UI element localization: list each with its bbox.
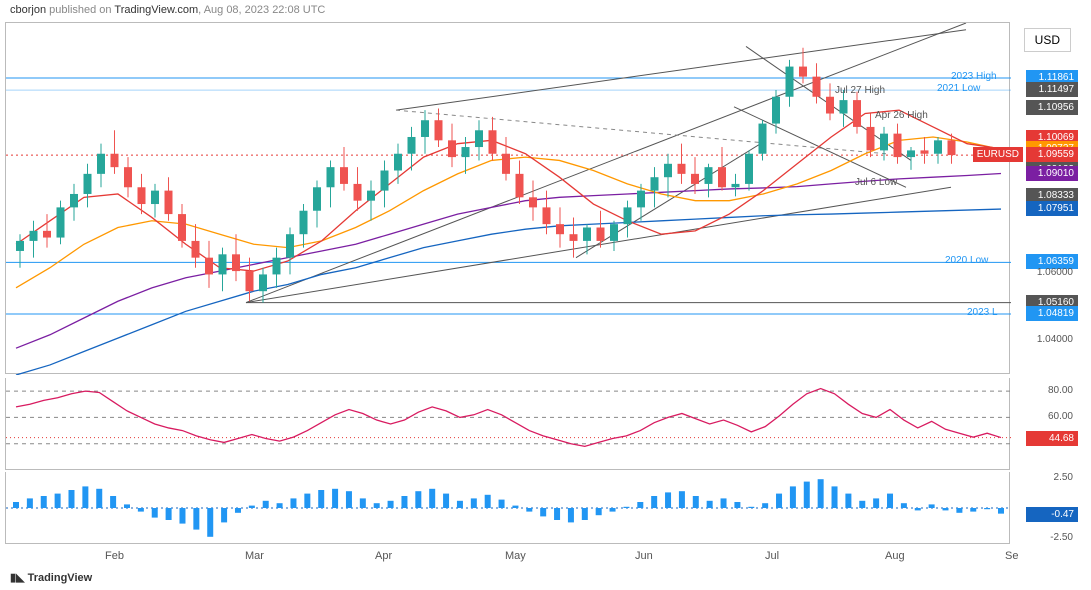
tradingview-logo: ▮◣ TradingView <box>10 571 92 584</box>
price-level-tag: 1.10956 <box>1026 100 1078 115</box>
rsi-grid-label: 60.00 <box>1048 411 1073 422</box>
chart-annotation: 2023 L <box>967 307 998 318</box>
macd-panel[interactable] <box>5 472 1010 544</box>
xaxis-label: Jul <box>765 550 779 562</box>
currency-button[interactable]: USD <box>1024 28 1071 52</box>
price-level-tag: 1.11497 <box>1026 82 1078 97</box>
chart-header: cborjon published on TradingView.com, Au… <box>10 4 325 16</box>
rsi-value-tag: 44.68 <box>1026 431 1078 446</box>
price-grid-label: 1.04000 <box>1037 334 1073 345</box>
symbol-label: EURUSD <box>973 147 1023 162</box>
rsi-grid-label: 80.00 <box>1048 385 1073 396</box>
macd-value-tag: -0.47 <box>1026 507 1078 522</box>
author: cborjon <box>10 4 46 16</box>
on-word: on <box>99 4 111 16</box>
price-level-tag: 1.04819 <box>1026 306 1078 321</box>
xaxis-label: Mar <box>245 550 264 562</box>
macd-grid-label: -2.50 <box>1050 532 1073 543</box>
published-word: published <box>49 4 96 16</box>
site-name: TradingView.com <box>114 4 198 16</box>
chart-annotation: 2020 Low <box>945 255 988 266</box>
price-grid-label: 1.06000 <box>1037 267 1073 278</box>
chart-annotation: 2023 High <box>951 71 997 82</box>
symbol-price-tag: 1.09559 <box>1026 147 1078 162</box>
xaxis-label: Feb <box>105 550 124 562</box>
xaxis-label: Apr <box>375 550 392 562</box>
chart-annotation: Apr 26 High <box>875 110 928 121</box>
price-level-tag: 1.09010 <box>1026 166 1078 181</box>
chart-annotation: 2021 Low <box>937 83 980 94</box>
xaxis-label: May <box>505 550 526 562</box>
logo-icon: ▮◣ <box>10 572 25 584</box>
chart-annotation: Jul 6 Low <box>855 177 897 188</box>
publish-datetime: Aug 08, 2023 22:08 UTC <box>204 4 326 16</box>
xaxis-label: Jun <box>635 550 653 562</box>
macd-grid-label: 2.50 <box>1054 472 1073 483</box>
xaxis-label: Se <box>1005 550 1018 562</box>
rsi-panel[interactable] <box>5 378 1010 470</box>
chart-annotation: Jul 27 High <box>835 85 885 96</box>
xaxis-label: Aug <box>885 550 905 562</box>
price-level-tag: 1.07951 <box>1026 201 1078 216</box>
main-price-chart[interactable] <box>5 22 1010 374</box>
